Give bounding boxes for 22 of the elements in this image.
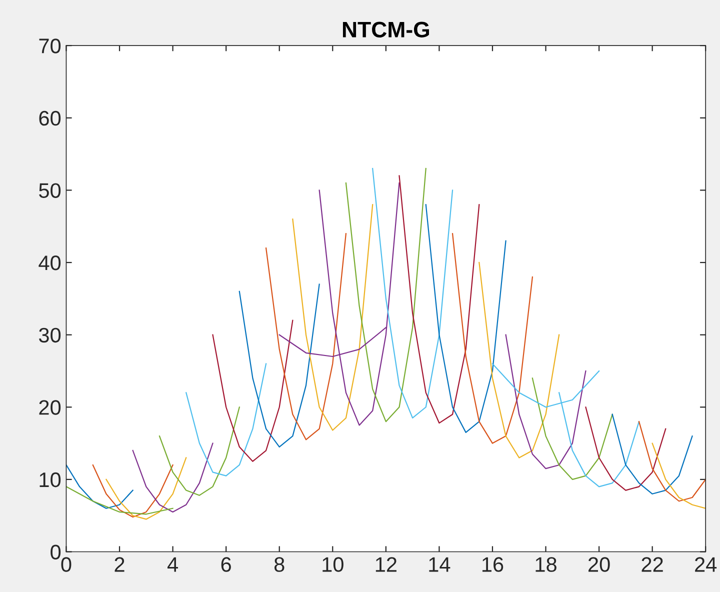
x-tick-label: 12 bbox=[376, 557, 396, 572]
chart-title: NTCM-G bbox=[342, 22, 429, 38]
x-tick-label: 8 bbox=[274, 557, 284, 572]
y-tick-label: 70 bbox=[39, 38, 61, 54]
y-tick-label: 50 bbox=[39, 183, 61, 198]
x-tick-label: 0 bbox=[61, 557, 72, 572]
y-tick-label: 30 bbox=[39, 328, 61, 343]
x-tick-label: 4 bbox=[167, 557, 178, 572]
x-tick-label: 10 bbox=[322, 557, 344, 572]
y-tick-label: 60 bbox=[39, 110, 61, 126]
x-tick-label: 6 bbox=[221, 557, 231, 572]
x-tick-label: 20 bbox=[588, 557, 610, 572]
x-tick-label: 2 bbox=[114, 557, 124, 572]
x-tick-label: 16 bbox=[482, 557, 504, 572]
y-tick-label: 40 bbox=[38, 256, 61, 270]
y-tick-label: 0 bbox=[50, 544, 61, 560]
x-tick-label: 18 bbox=[536, 557, 556, 572]
x-tick-label: 14 bbox=[429, 557, 450, 572]
y-tick-label: 10 bbox=[40, 472, 61, 488]
x-tick-label: 24 bbox=[695, 557, 717, 572]
y-tick-label: 20 bbox=[39, 400, 61, 415]
x-tick-label: 22 bbox=[642, 557, 663, 572]
